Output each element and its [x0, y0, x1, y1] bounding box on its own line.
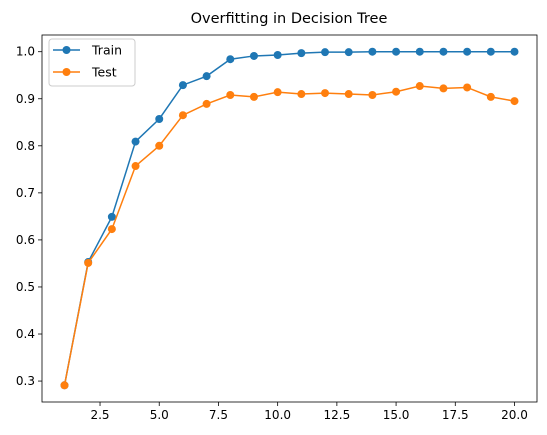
x-tick-label: 17.5 — [442, 408, 469, 422]
test-point — [486, 92, 495, 101]
train-point — [344, 48, 353, 57]
series-layer — [60, 47, 519, 390]
test-point — [226, 90, 235, 99]
x-tick-label: 5.0 — [150, 408, 169, 422]
train-point — [415, 47, 424, 56]
train-point — [439, 47, 448, 56]
test-line — [63, 85, 515, 386]
plot-frame — [41, 34, 538, 403]
x-tick-label: 12.5 — [324, 408, 351, 422]
train-point — [368, 47, 377, 56]
train-point — [510, 47, 519, 56]
x-tick-label: 20.0 — [501, 408, 528, 422]
x-tick-label: 2.5 — [90, 408, 109, 422]
train-point — [486, 47, 495, 56]
train-legend-marker — [62, 46, 71, 54]
test-point — [321, 89, 330, 98]
test-legend-marker — [62, 68, 71, 76]
train-point — [202, 72, 211, 81]
test-point — [131, 162, 140, 171]
train-point — [107, 212, 116, 221]
x-tick-label: 7.5 — [209, 408, 228, 422]
test-point — [463, 83, 472, 92]
y-tick-label: 0.8 — [16, 139, 35, 153]
test-point — [392, 87, 401, 96]
y-tick-label: 0.7 — [16, 186, 35, 200]
test-point — [368, 90, 377, 99]
test-point — [249, 92, 258, 101]
train-legend-label: Train — [91, 43, 122, 58]
train-point — [297, 49, 306, 58]
test-point — [155, 141, 164, 150]
train-point — [249, 51, 258, 60]
train-point — [392, 47, 401, 56]
y-tick-label: 0.4 — [16, 327, 35, 341]
train-point — [131, 137, 140, 146]
test-point — [202, 99, 211, 108]
test-point — [107, 225, 116, 234]
test-legend-label: Test — [91, 65, 117, 80]
legend: Train Test — [48, 38, 136, 87]
train-point — [321, 48, 330, 57]
train-point — [463, 47, 472, 56]
train-point — [178, 81, 187, 90]
test-point — [84, 258, 93, 267]
test-point — [178, 111, 187, 120]
test-point — [439, 84, 448, 93]
train-line — [63, 50, 515, 386]
x-tick-label: 15.0 — [383, 408, 410, 422]
y-tick-label: 0.3 — [16, 374, 35, 388]
test-point — [510, 97, 519, 106]
y-tick-label: 0.6 — [16, 233, 35, 247]
test-point — [415, 82, 424, 91]
axes-layer: 2.5 5.0 7.5 10.0 12.5 15.0 17.5 20.0 0.3 0.4 0.5 0.… — [16, 45, 528, 422]
train-point — [273, 50, 282, 59]
train-point — [226, 55, 235, 64]
x-tick-label: 10.0 — [264, 408, 291, 422]
test-point — [60, 381, 69, 390]
y-tick-label: 0.9 — [16, 92, 35, 106]
test-point — [273, 88, 282, 97]
test-point — [297, 90, 306, 99]
test-point — [344, 90, 353, 99]
train-point — [155, 114, 164, 123]
chart-title: Overfitting in Decision Tree — [191, 11, 388, 27]
y-tick-label: 1.0 — [16, 45, 35, 59]
y-tick-label: 0.5 — [16, 280, 35, 294]
